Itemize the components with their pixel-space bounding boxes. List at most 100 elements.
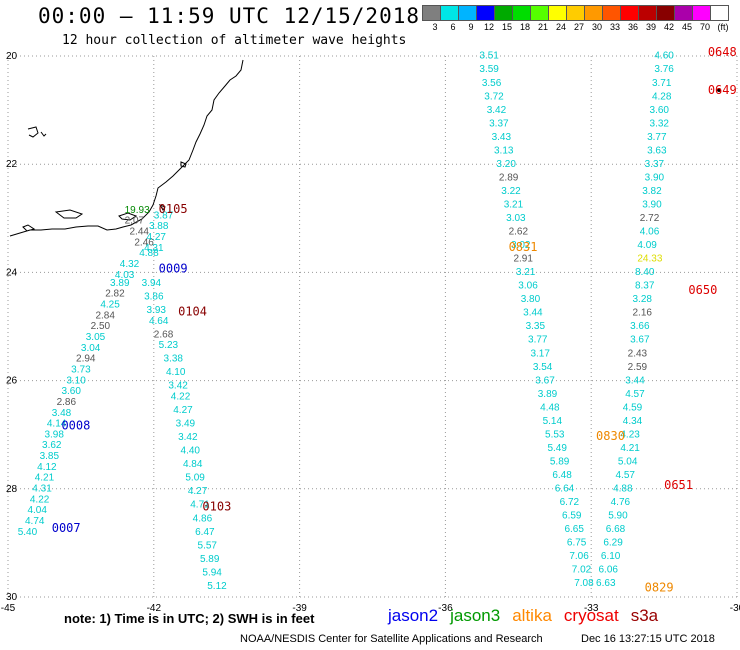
scale-tick: 27 bbox=[573, 22, 584, 32]
x-tick-label: -30 bbox=[730, 603, 740, 614]
track-time-label: 0104 bbox=[178, 305, 207, 319]
obs-value: 3.03 bbox=[506, 213, 526, 224]
page-title: 00:00 – 11:59 UTC 12/15/2018 bbox=[38, 4, 421, 28]
obs-value: 3.80 bbox=[521, 294, 541, 305]
obs-value: 3.89 bbox=[110, 278, 130, 289]
obs-value: 4.32 bbox=[120, 259, 140, 270]
obs-value: 6.72 bbox=[560, 497, 580, 508]
obs-value: 5.94 bbox=[202, 567, 222, 578]
scale-tick: 39 bbox=[645, 22, 656, 32]
obs-value: 2.86 bbox=[57, 397, 77, 408]
obs-value: 3.88 bbox=[149, 221, 169, 232]
obs-value: 4.27 bbox=[147, 232, 167, 243]
obs-value: 3.73 bbox=[71, 364, 91, 375]
track-time-label: 0103 bbox=[202, 499, 231, 513]
obs-value: 3.48 bbox=[52, 408, 72, 419]
obs-value: 5.89 bbox=[200, 554, 220, 565]
obs-value: 5.12 bbox=[207, 581, 227, 592]
obs-value: 4.22 bbox=[30, 494, 50, 505]
obs-value: 7.06 bbox=[569, 551, 589, 562]
obs-value: 4.10 bbox=[166, 367, 186, 378]
obs-value: 4.09 bbox=[637, 240, 657, 251]
obs-value: 4.14 bbox=[47, 419, 67, 430]
obs-value: 3.37 bbox=[489, 118, 509, 129]
obs-value: 2.44 bbox=[130, 227, 150, 238]
obs-value: 4.88 bbox=[139, 248, 159, 259]
track-time-label: 0649 bbox=[708, 83, 737, 97]
legend-jason3: jason3 bbox=[450, 606, 501, 625]
obs-value: 4.74 bbox=[25, 516, 45, 527]
obs-value: 3.60 bbox=[61, 386, 81, 397]
obs-value: 3.06 bbox=[518, 281, 538, 292]
obs-value: 3.42 bbox=[168, 381, 188, 392]
y-tick-label: 26 bbox=[6, 376, 18, 387]
obs-value: 4.31 bbox=[32, 484, 52, 495]
scale-tick: 21 bbox=[537, 22, 548, 32]
obs-value: 2.68 bbox=[154, 329, 174, 340]
scale-tick: 15 bbox=[501, 22, 512, 32]
scale-tick: 45 bbox=[681, 22, 692, 32]
y-tick-label: 28 bbox=[6, 484, 18, 495]
obs-value: 2.07 bbox=[125, 216, 145, 227]
obs-value: 3.20 bbox=[496, 159, 516, 170]
x-tick-label: -45 bbox=[1, 603, 16, 614]
obs-value: 3.86 bbox=[144, 291, 164, 302]
obs-value: 5.14 bbox=[543, 416, 563, 427]
obs-value: 3.43 bbox=[492, 132, 512, 143]
obs-value: 3.32 bbox=[650, 118, 670, 129]
obs-value: 3.02 bbox=[511, 240, 531, 251]
obs-value: 3.77 bbox=[647, 132, 667, 143]
obs-value: 5.23 bbox=[159, 340, 179, 351]
obs-value: 19.93 bbox=[125, 205, 150, 216]
obs-value: 4.86 bbox=[193, 513, 213, 524]
obs-value: 2.50 bbox=[91, 321, 111, 332]
obs-value: 4.84 bbox=[183, 459, 203, 470]
obs-value: 6.63 bbox=[596, 578, 616, 589]
track-time-label: 0831 bbox=[509, 240, 538, 254]
obs-value: 3.05 bbox=[86, 332, 106, 343]
obs-value: 3.67 bbox=[535, 375, 555, 386]
obs-value: 3.44 bbox=[625, 375, 645, 386]
obs-value: 6.06 bbox=[598, 565, 618, 576]
obs-value: 3.42 bbox=[178, 432, 198, 443]
timestamp-text: Dec 16 13:27:15 UTC 2018 bbox=[581, 633, 715, 645]
satellite-legend: jason2 jason3 altika cryosat s3a bbox=[388, 606, 670, 626]
obs-value: 24.33 bbox=[637, 254, 662, 265]
obs-value: 3.37 bbox=[645, 159, 665, 170]
obs-value: 2.89 bbox=[499, 172, 519, 183]
obs-value: 6.10 bbox=[601, 551, 621, 562]
obs-value: 7.08 bbox=[574, 578, 594, 589]
obs-value: 3.82 bbox=[642, 186, 662, 197]
obs-value: 5.57 bbox=[198, 540, 218, 551]
obs-value: 2.82 bbox=[105, 289, 125, 300]
obs-value: 3.71 bbox=[652, 78, 672, 89]
obs-value: 4.28 bbox=[652, 91, 672, 102]
island bbox=[717, 88, 721, 92]
scale-tick: (ft) bbox=[717, 22, 729, 32]
obs-value: 2.43 bbox=[628, 348, 648, 359]
obs-value: 3.66 bbox=[630, 321, 650, 332]
obs-value: 5.90 bbox=[608, 511, 628, 522]
obs-value: 4.03 bbox=[115, 270, 135, 281]
obs-value: 5.53 bbox=[545, 429, 565, 440]
obs-value: 6.59 bbox=[562, 511, 582, 522]
track-time-label: 0650 bbox=[688, 283, 717, 297]
obs-value: 3.77 bbox=[528, 335, 548, 346]
wave-height-observations: 2.072.442.464.884.324.033.892.824.252.84… bbox=[18, 51, 675, 592]
obs-value: 3.85 bbox=[40, 451, 60, 462]
obs-value: 4.71 bbox=[190, 500, 210, 511]
obs-value: 3.76 bbox=[654, 64, 674, 75]
track-time-label: 0009 bbox=[159, 261, 188, 275]
obs-value: 2.91 bbox=[513, 254, 533, 265]
scale-tick: 18 bbox=[519, 22, 530, 32]
obs-value: 6.47 bbox=[195, 527, 215, 538]
obs-value: 5.04 bbox=[618, 456, 638, 467]
obs-value: 3.90 bbox=[645, 172, 665, 183]
map-grid bbox=[7, 55, 738, 598]
obs-value: 4.88 bbox=[613, 484, 633, 495]
obs-value: 4.57 bbox=[616, 470, 636, 481]
obs-value: 2.46 bbox=[134, 237, 154, 248]
obs-value: 4.64 bbox=[149, 316, 169, 327]
obs-value: 3.98 bbox=[44, 429, 64, 440]
track-time-label: 0830 bbox=[596, 429, 625, 443]
